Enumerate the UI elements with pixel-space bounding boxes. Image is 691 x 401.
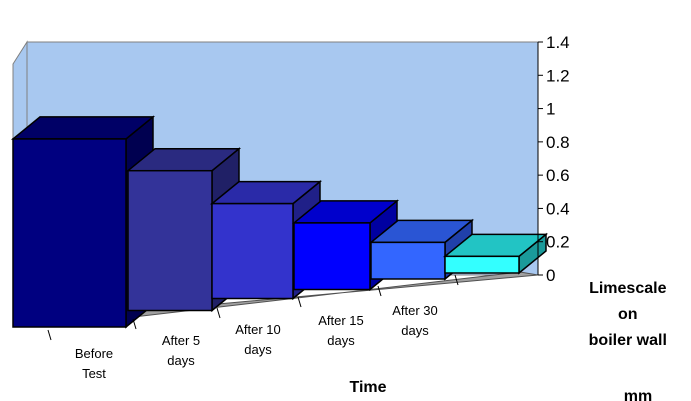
y-tick-label: 0.2 — [546, 233, 570, 252]
x-tick-label: After 30 days — [392, 303, 438, 338]
y-axis-title-line-1: Limescale — [589, 280, 666, 297]
bar-6 — [442, 232, 549, 275]
bar-front — [370, 241, 446, 280]
x-tick-mark — [132, 318, 137, 330]
x-tick-mark — [297, 296, 302, 308]
x-axis-title: Time — [349, 379, 386, 396]
y-axis-title-line-3: boiler wall — [589, 332, 667, 349]
bar-front — [293, 222, 371, 291]
y-tick-label: 0.8 — [546, 133, 570, 152]
x-tick-label: After 15 days — [318, 313, 364, 348]
y-tick-label: 1 — [546, 100, 555, 119]
y-axis: 0 0.2 0.4 0.6 0.8 1 1.2 1.4 — [537, 33, 570, 285]
x-axis-labels: Before Test After 5 days After 10 days After 1… — [47, 274, 459, 381]
x-tick-label: After 5 days — [162, 333, 200, 368]
bar-front — [211, 202, 294, 300]
y-tick-label: 0.6 — [546, 166, 570, 185]
bar-front — [127, 169, 213, 312]
y-axis-title-line-2: on — [618, 306, 638, 323]
bar-front — [444, 255, 520, 274]
x-tick-mark — [216, 307, 221, 319]
y-tick-label: 0 — [546, 266, 555, 285]
x-tick-mark — [454, 274, 459, 286]
y-tick-label: 1.4 — [546, 33, 570, 52]
x-tick-label: After 10 days — [235, 322, 281, 357]
chart-bars — [10, 115, 549, 329]
y-axis-title: Limescale on boiler wall mm — [589, 280, 672, 401]
x-tick-mark — [47, 329, 52, 341]
y-tick-label: 1.2 — [546, 66, 570, 85]
x-tick-mark — [377, 285, 382, 297]
x-tick-label: Before Test — [75, 346, 113, 381]
bar-front — [12, 138, 127, 328]
y-tick-label: 0.4 — [546, 199, 570, 218]
y-axis-title-line-4: mm — [624, 388, 652, 401]
